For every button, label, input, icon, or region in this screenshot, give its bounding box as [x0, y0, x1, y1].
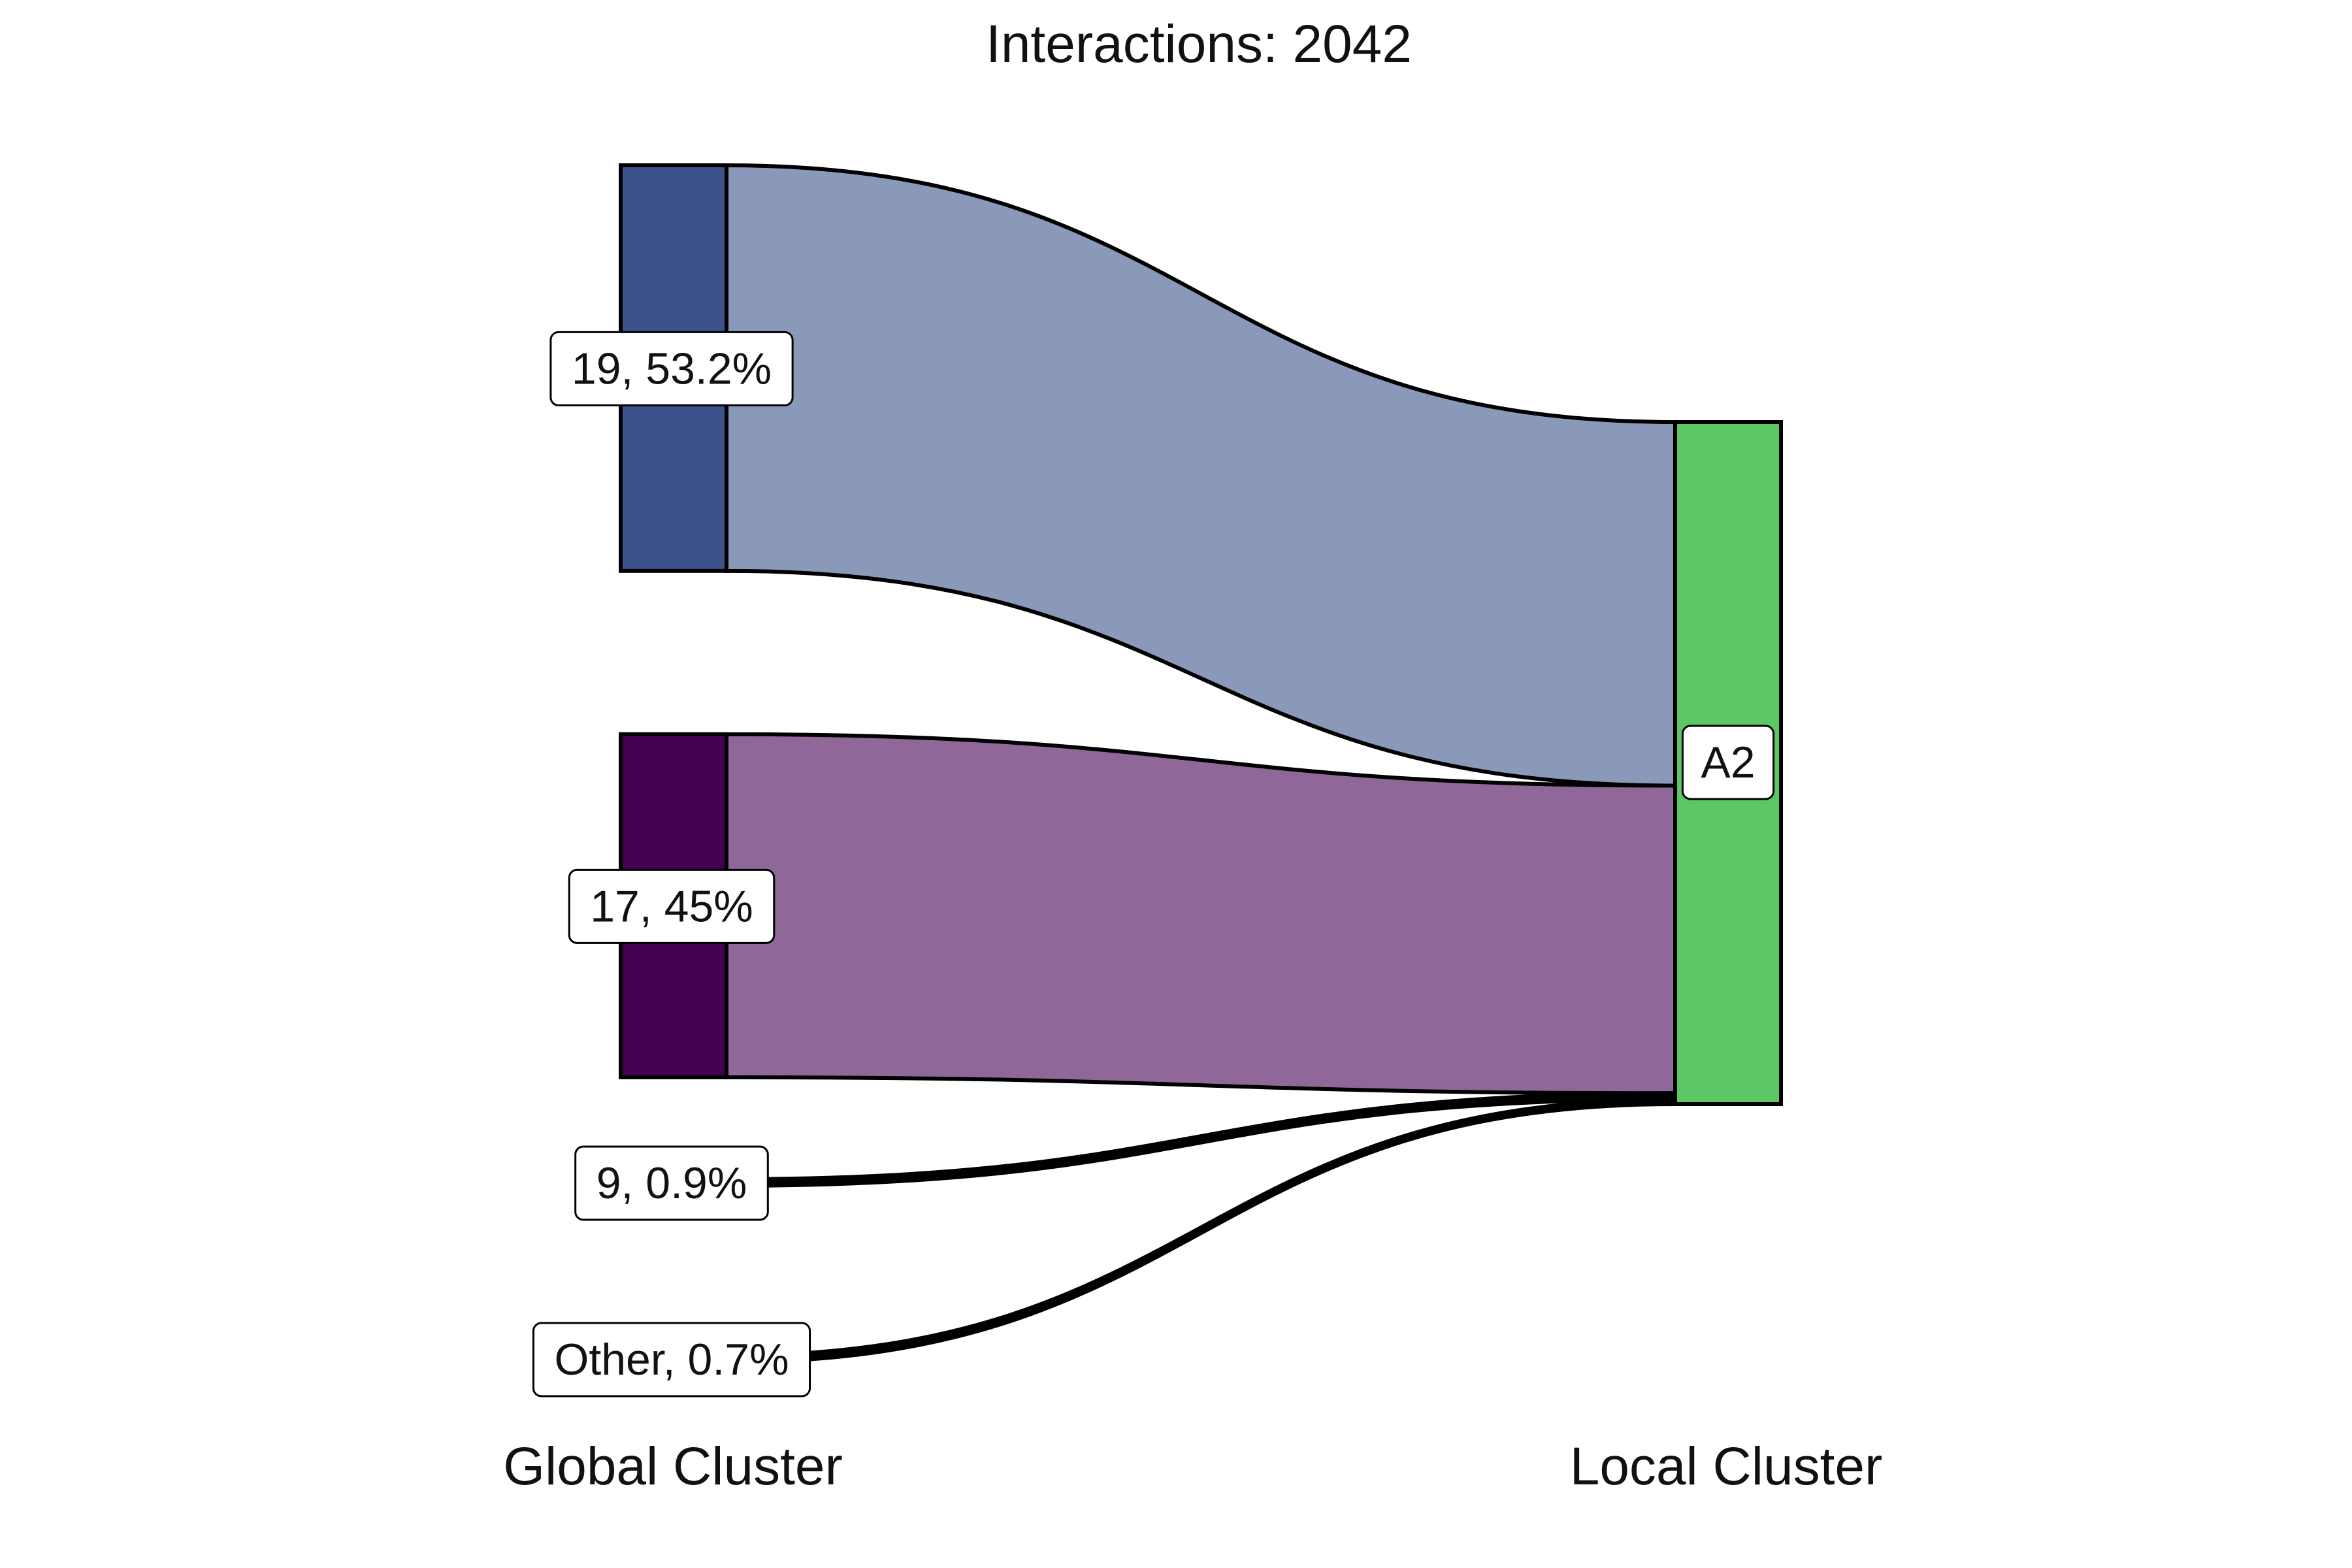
source-label-box-3	[574, 1145, 769, 1221]
flow-band-2	[725, 732, 1677, 1096]
source-label-box-4	[532, 1322, 811, 1397]
target-label-box	[1681, 725, 1775, 800]
source-label-2: 17, 45%	[568, 868, 776, 944]
source-label-3: 9, 0.9%	[574, 1145, 769, 1221]
axis-label-local-cluster: Local Cluster	[1570, 1437, 1883, 1496]
source-label-1: 19, 53.2%	[549, 331, 794, 406]
source-label-text-4: Other, 0.7%	[554, 1335, 789, 1384]
source-label-text-3: 9, 0.9%	[596, 1158, 747, 1208]
label-layer: 19, 53.2% 17, 45% 9, 0.9% Other, 0.7% A2	[532, 331, 1775, 1397]
source-label-box-1	[549, 331, 794, 406]
source-label-box-2	[568, 868, 776, 944]
source-label-4: Other, 0.7%	[532, 1322, 811, 1397]
target-label-text: A2	[1701, 738, 1755, 787]
flow-layer	[725, 163, 1677, 1365]
chart-title: Interactions: 2042	[986, 14, 1412, 74]
target-label: A2	[1681, 725, 1775, 800]
flow-band-1	[725, 163, 1677, 788]
source-label-text-1: 19, 53.2%	[572, 344, 772, 393]
axis-label-global-cluster: Global Cluster	[503, 1437, 843, 1496]
source-label-text-2: 17, 45%	[590, 881, 753, 931]
